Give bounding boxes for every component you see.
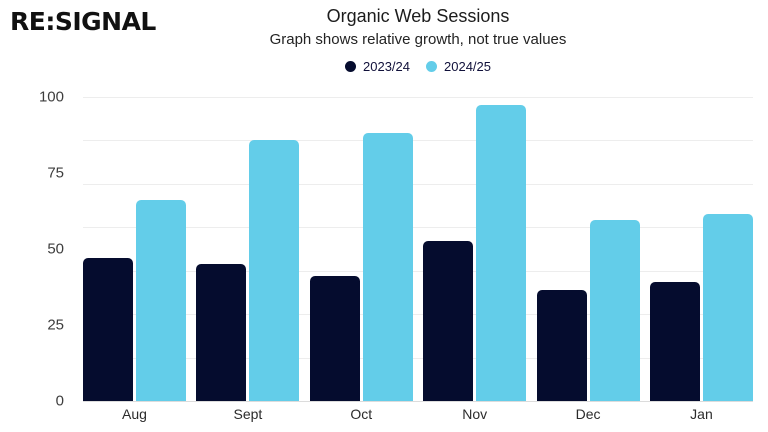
bar-group [536, 97, 640, 401]
y-axis: 0 25 50 75 100 [0, 89, 64, 410]
bar [423, 241, 474, 401]
bar [83, 258, 133, 401]
gridline [83, 227, 753, 229]
chart-header: Organic Web Sessions Graph shows relativ… [83, 6, 753, 74]
bar-group [83, 97, 186, 401]
gridline [83, 401, 753, 402]
chart-legend: 2023/24 2024/25 [83, 59, 753, 74]
x-axis: Aug Sept Oct Nov Dec Jan [83, 406, 753, 422]
bar [536, 290, 587, 401]
gridline [83, 140, 753, 142]
bar [702, 214, 753, 401]
gridline [83, 183, 753, 185]
chart-title: Organic Web Sessions [326, 6, 510, 26]
x-tick-label: Nov [462, 406, 488, 422]
y-tick-label: 25 [47, 316, 64, 334]
y-tick-label: 100 [38, 88, 64, 106]
bar [476, 104, 527, 401]
x-tick-label: Aug [122, 406, 147, 422]
bar [249, 139, 300, 401]
gridline [83, 314, 753, 316]
y-tick-label: 50 [47, 240, 64, 258]
bar [589, 220, 640, 401]
x-tick-label: Oct [350, 406, 373, 422]
gridline [83, 357, 753, 359]
bar-series [83, 97, 753, 401]
bar [136, 200, 186, 401]
chart-subtitle: Graph shows relative growth, not true va… [269, 31, 567, 48]
bar [649, 282, 700, 401]
bar [196, 264, 247, 401]
bar-group [309, 97, 413, 401]
legend-item: 2024/25 [426, 59, 491, 74]
plot-area [83, 97, 753, 402]
bar-group [423, 97, 527, 401]
bar [309, 276, 360, 401]
x-tick-label: Sept [233, 406, 263, 422]
x-tick-label: Jan [690, 406, 713, 422]
legend-label: 2024/25 [444, 59, 491, 74]
y-tick-label: 75 [47, 164, 64, 182]
legend-label: 2023/24 [363, 59, 410, 74]
bar-group [196, 97, 300, 401]
gridline [83, 97, 753, 98]
bar [362, 133, 413, 401]
legend-swatch-icon [345, 61, 356, 72]
x-tick-label: Dec [575, 406, 601, 422]
legend-swatch-icon [426, 61, 437, 72]
y-tick-label: 0 [55, 392, 64, 410]
gridline [83, 270, 753, 272]
bar-group [649, 97, 753, 401]
legend-item: 2023/24 [345, 59, 410, 74]
resignal-logo: RE:SIGNAL [10, 7, 156, 36]
